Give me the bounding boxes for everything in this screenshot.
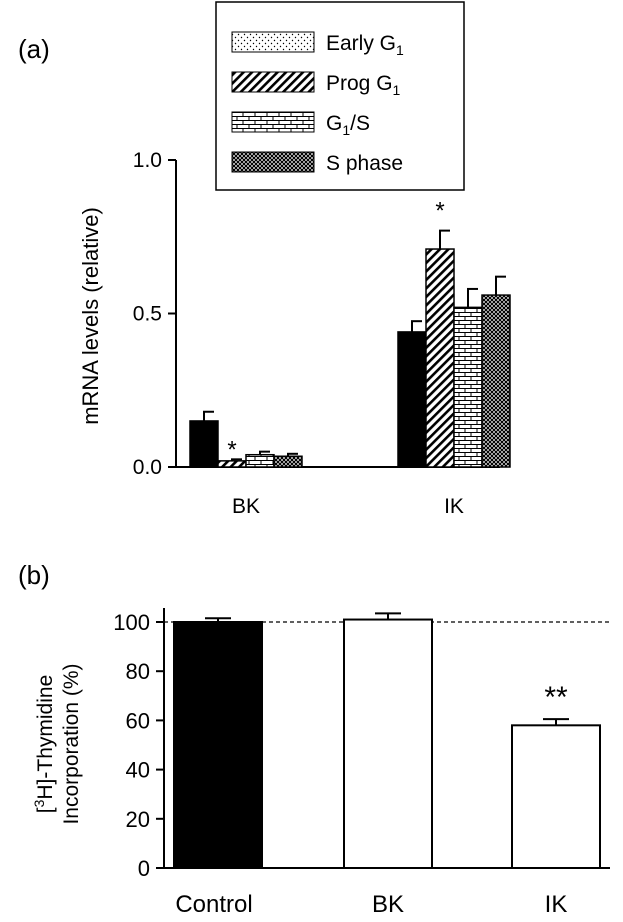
y-axis-label-group: [3H]-Thymidine Incorporation (%) <box>31 663 83 824</box>
panel-b-y-axis-label: [3H]-Thymidine Incorporation (%) <box>31 663 83 824</box>
bar <box>511 724 601 869</box>
legend-entry: S phase <box>326 152 403 175</box>
y-tick-label: 1.0 <box>133 149 162 172</box>
legend-swatch <box>231 71 315 93</box>
y-tick-label: 0.0 <box>133 456 162 479</box>
significance-marker: ** <box>544 681 568 714</box>
y-tick-label: 0 <box>138 856 150 881</box>
x-category-label: BK <box>372 891 404 918</box>
panel-b-bars: Control BK IK ** <box>173 612 601 918</box>
bar <box>173 621 263 869</box>
panel-b-label: (b) <box>18 560 50 590</box>
y-tick-label: 20 <box>126 807 150 832</box>
legend-entry: G1/S <box>326 112 370 138</box>
bar <box>343 618 433 869</box>
x-category-label: IK <box>545 891 568 918</box>
bar <box>453 306 483 468</box>
y-axis-label-line-2: Incorporation (%) <box>60 663 83 824</box>
x-category-label: Control <box>175 891 252 918</box>
y-tick-label: 80 <box>126 659 150 684</box>
panel-b: (b) [3H]-Thymidine Incorporation (%) 0 20 4… <box>18 560 612 918</box>
significance-marker: * <box>227 436 236 463</box>
panel-a-label: (a) <box>18 34 50 64</box>
legend-swatch <box>231 151 315 173</box>
y-tick-label: 0.5 <box>133 303 162 326</box>
significance-marker: * <box>435 198 444 225</box>
panel-a-bars: BK IK * * <box>189 198 511 518</box>
legend-entry: Early G1 <box>326 32 404 58</box>
y-tick-label: 100 <box>113 610 150 635</box>
y-tick-label: 60 <box>126 708 150 733</box>
panel-a-y-axis-label: mRNA levels (relative) <box>78 207 103 425</box>
bar <box>245 453 275 468</box>
bar <box>397 331 427 468</box>
x-category-label: BK <box>232 495 260 518</box>
panel-a-legend: Early G1 Prog G1 G1/S S phase <box>215 1 465 191</box>
y-tick-label: 40 <box>126 758 150 783</box>
bar <box>273 455 303 468</box>
legend-swatch <box>231 111 315 133</box>
legend-swatch <box>231 31 315 53</box>
x-category-label: IK <box>444 495 464 518</box>
bar <box>425 248 455 468</box>
bar <box>481 294 511 468</box>
legend-entry: Prog G1 <box>326 72 401 98</box>
panel-a: (a) mRNA levels (relative) 0.0 0.5 1.0 BK I… <box>18 1 511 518</box>
y-axis-label-line-1: [3H]-Thymidine <box>31 675 57 814</box>
bar <box>189 420 219 468</box>
